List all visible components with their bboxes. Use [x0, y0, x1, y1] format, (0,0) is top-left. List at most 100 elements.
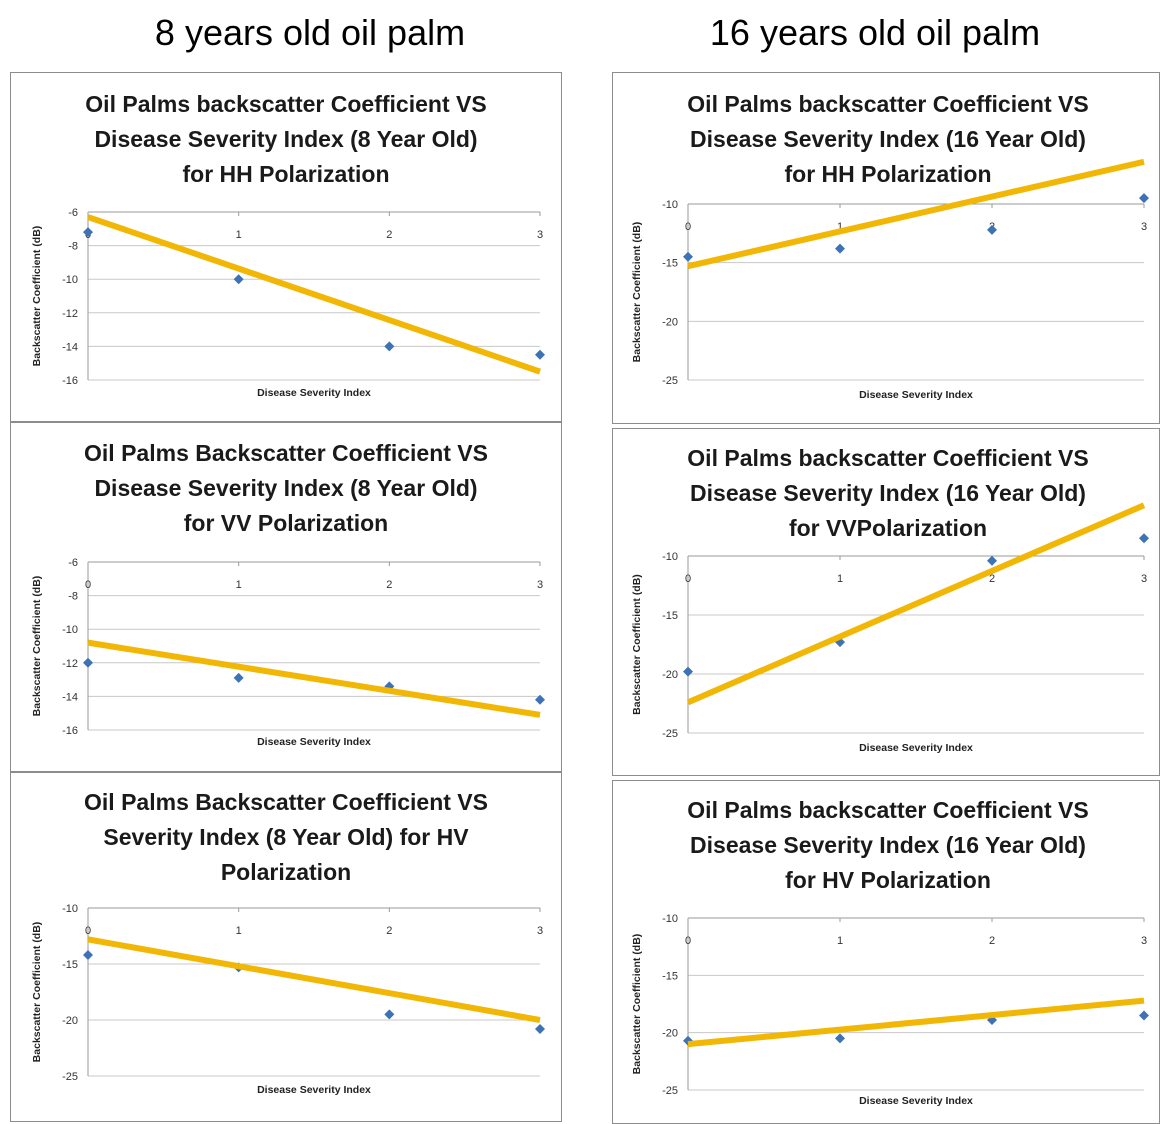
data-point-16yr-hh: [987, 224, 997, 235]
y-tick-label-8yr-hh: -16: [62, 375, 78, 387]
data-point-16yr-hv: [835, 1033, 845, 1044]
data-point-16yr-hh: [835, 243, 845, 254]
y-tick-label-8yr-vv: -10: [62, 624, 78, 636]
y-tick-label-16yr-vv: -20: [662, 669, 678, 681]
x-tick-label-16yr-vv: 2: [989, 573, 995, 585]
x-tick-label-16yr-hh: 3: [1141, 221, 1147, 233]
data-point-16yr-vv: [987, 555, 997, 566]
y-tick-label-8yr-hh: -10: [62, 274, 78, 286]
x-tick-label-8yr-vv: 3: [537, 579, 543, 591]
y-tick-label-8yr-hh: -14: [62, 341, 78, 353]
y-tick-label-16yr-vv: -10: [662, 551, 678, 563]
chart-panel-16yr-hv: [612, 780, 1160, 1124]
y-axis-label-16yr-hv: Backscatter Coefficient (dB): [631, 934, 643, 1075]
data-point-8yr-hh: [233, 274, 244, 285]
x-tick-label-8yr-vv: 2: [386, 579, 392, 591]
y-tick-label-8yr-hv: -15: [62, 959, 78, 971]
x-tick-label-8yr-vv: 0: [85, 579, 91, 591]
x-tick-label-8yr-vv: 1: [236, 579, 242, 591]
y-tick-label-8yr-vv: -16: [62, 725, 78, 737]
chart-title-line-8yr-hh: Disease Severity Index (8 Year Old): [94, 126, 477, 152]
y-tick-label-16yr-vv: -15: [662, 610, 678, 622]
chart-panel-8yr-hv: [10, 772, 562, 1122]
chart-panel-16yr-vv: [612, 428, 1160, 776]
data-point-16yr-vv: [683, 666, 693, 677]
y-axis-label-8yr-hv: Backscatter Coefficient (dB): [31, 922, 43, 1063]
trendline-16yr-hh: [687, 158, 1145, 270]
data-point-8yr-vv: [233, 672, 244, 683]
data-point-8yr-hv: [535, 1023, 545, 1034]
y-tick-label-8yr-hv: -10: [62, 903, 78, 915]
column-heading-8-year: 8 years old oil palm: [154, 12, 466, 53]
chart-title-line-8yr-hh: Oil Palms backscatter Coefficient VS: [85, 91, 486, 117]
y-tick-label-16yr-hh: -10: [662, 199, 678, 211]
chart-panel-16yr-hh: [612, 72, 1160, 424]
chart-title-line-16yr-vv: Disease Severity Index (16 Year Old): [690, 480, 1086, 506]
trendline-8yr-hv: [87, 936, 541, 1023]
y-axis-label-16yr-hh: Backscatter Coefficient (dB): [631, 222, 643, 363]
y-tick-label-8yr-hh: -8: [68, 241, 78, 253]
chart-title-line-8yr-hv: Severity Index (8 Year Old) for HV: [103, 824, 469, 850]
trendline-8yr-vv: [87, 639, 541, 718]
x-axis-label-8yr-vv: Disease Severity Index: [257, 736, 371, 748]
y-axis-label-8yr-vv: Backscatter Coefficient (dB): [31, 576, 43, 717]
data-point-8yr-hv: [384, 1009, 395, 1020]
y-tick-label-8yr-hv: -25: [62, 1071, 78, 1083]
data-point-8yr-hh: [535, 349, 545, 360]
x-axis-label-16yr-hh: Disease Severity Index: [859, 389, 973, 401]
y-tick-label-8yr-hv: -20: [62, 1015, 78, 1027]
x-tick-label-8yr-hh: 1: [236, 229, 242, 241]
y-tick-label-16yr-hh: -25: [662, 375, 678, 387]
chart-title-line-16yr-hh: for HH Polarization: [784, 161, 991, 187]
trendline-16yr-hv: [687, 997, 1145, 1048]
y-tick-label-8yr-hh: -12: [62, 308, 78, 320]
y-tick-label-16yr-hv: -20: [662, 1028, 678, 1040]
chart-title-line-8yr-hv: Oil Palms Backscatter Coefficient VS: [84, 789, 488, 815]
x-axis-label-8yr-hv: Disease Severity Index: [257, 1084, 371, 1096]
x-tick-label-8yr-hh: 3: [537, 229, 543, 241]
y-tick-label-16yr-hh: -15: [662, 258, 678, 270]
x-axis-label-16yr-hv: Disease Severity Index: [859, 1095, 973, 1107]
y-tick-label-8yr-hh: -6: [68, 207, 78, 219]
data-point-16yr-hh: [683, 251, 693, 262]
x-tick-label-16yr-hv: 2: [989, 935, 995, 947]
x-tick-label-8yr-hv: 0: [85, 925, 91, 937]
y-tick-label-8yr-vv: -8: [68, 591, 78, 603]
y-tick-label-16yr-hv: -10: [662, 913, 678, 925]
chart-title-line-8yr-vv: Oil Palms Backscatter Coefficient VS: [84, 440, 488, 466]
x-tick-label-16yr-hh: 1: [837, 221, 843, 233]
x-axis-label-16yr-vv: Disease Severity Index: [859, 742, 973, 754]
chart-title-line-16yr-hv: Oil Palms backscatter Coefficient VS: [687, 797, 1088, 823]
x-tick-label-8yr-hv: 1: [236, 925, 242, 937]
y-tick-label-8yr-vv: -14: [62, 691, 78, 703]
y-axis-label-16yr-vv: Backscatter Coefficient (dB): [631, 574, 643, 715]
data-point-16yr-vv: [1139, 533, 1149, 544]
chart-title-line-8yr-vv: for VV Polarization: [184, 510, 388, 536]
data-point-8yr-vv: [535, 694, 545, 705]
y-tick-label-8yr-vv: -6: [68, 557, 78, 569]
data-point-16yr-hv: [1139, 1010, 1149, 1021]
x-tick-label-8yr-hh: 2: [386, 229, 392, 241]
data-point-8yr-hh: [83, 227, 93, 238]
chart-title-line-16yr-hh: Oil Palms backscatter Coefficient VS: [687, 91, 1088, 117]
x-tick-label-16yr-hh: 0: [685, 221, 691, 233]
y-tick-label-16yr-hh: -20: [662, 316, 678, 328]
x-tick-label-16yr-hv: 1: [837, 935, 843, 947]
chart-panel-8yr-hh: [10, 72, 562, 422]
y-tick-label-16yr-hv: -25: [662, 1085, 678, 1097]
chart-title-line-8yr-hv: Polarization: [221, 859, 351, 885]
chart-title-line-16yr-vv: for VVPolarization: [789, 515, 987, 541]
data-point-8yr-hh: [384, 341, 395, 352]
y-tick-label-16yr-hv: -15: [662, 970, 678, 982]
data-point-8yr-vv: [83, 657, 93, 668]
column-heading-16-year: 16 years old oil palm: [709, 12, 1041, 53]
chart-title-line-16yr-hv: Disease Severity Index (16 Year Old): [690, 832, 1086, 858]
x-tick-label-8yr-hv: 2: [386, 925, 392, 937]
y-axis-label-8yr-hh: Backscatter Coefficient (dB): [31, 226, 43, 367]
x-tick-label-16yr-vv: 1: [837, 573, 843, 585]
data-point-8yr-hv: [83, 950, 93, 961]
x-tick-label-16yr-hv: 0: [685, 935, 691, 947]
trendline-8yr-hh: [87, 214, 541, 375]
chart-title-line-8yr-vv: Disease Severity Index (8 Year Old): [94, 475, 477, 501]
